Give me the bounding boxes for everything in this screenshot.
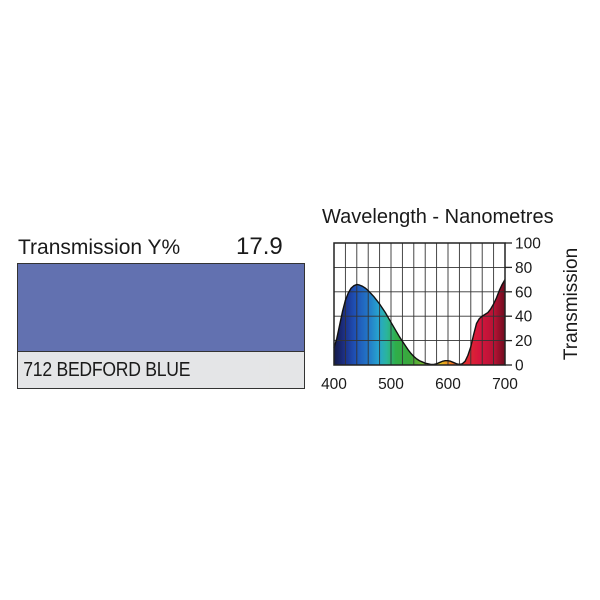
plot-area: 0 20 40 60 80 100 400 500 600 700 Transmission (321, 236, 582, 394)
filter-name: 712 BEDFORD BLUE (18, 352, 270, 388)
filter-swatch: 712 BEDFORD BLUE (17, 263, 305, 389)
y-axis-label: Transmission (561, 248, 582, 360)
y-tick-label: 20 (515, 333, 533, 350)
y-tick-label: 0 (515, 358, 524, 375)
y-tick-label: 100 (515, 236, 541, 253)
chart-title: Wavelength - Nanometres (322, 206, 554, 228)
transmission-label: Transmission Y% (18, 236, 181, 259)
y-tick-label: 80 (515, 260, 533, 277)
x-tick-label: 500 (378, 376, 404, 393)
x-tick-label: 400 (321, 376, 347, 393)
y-tick-label: 40 (515, 309, 533, 326)
x-tick-label: 600 (435, 376, 461, 393)
plot-frame (333, 242, 506, 366)
x-tick-label: 700 (492, 376, 518, 393)
y-tick-label: 60 (515, 284, 533, 301)
transmission-value: 17.9 (236, 233, 283, 260)
filter-color-sample (18, 264, 304, 352)
transmission-curve (333, 279, 506, 366)
